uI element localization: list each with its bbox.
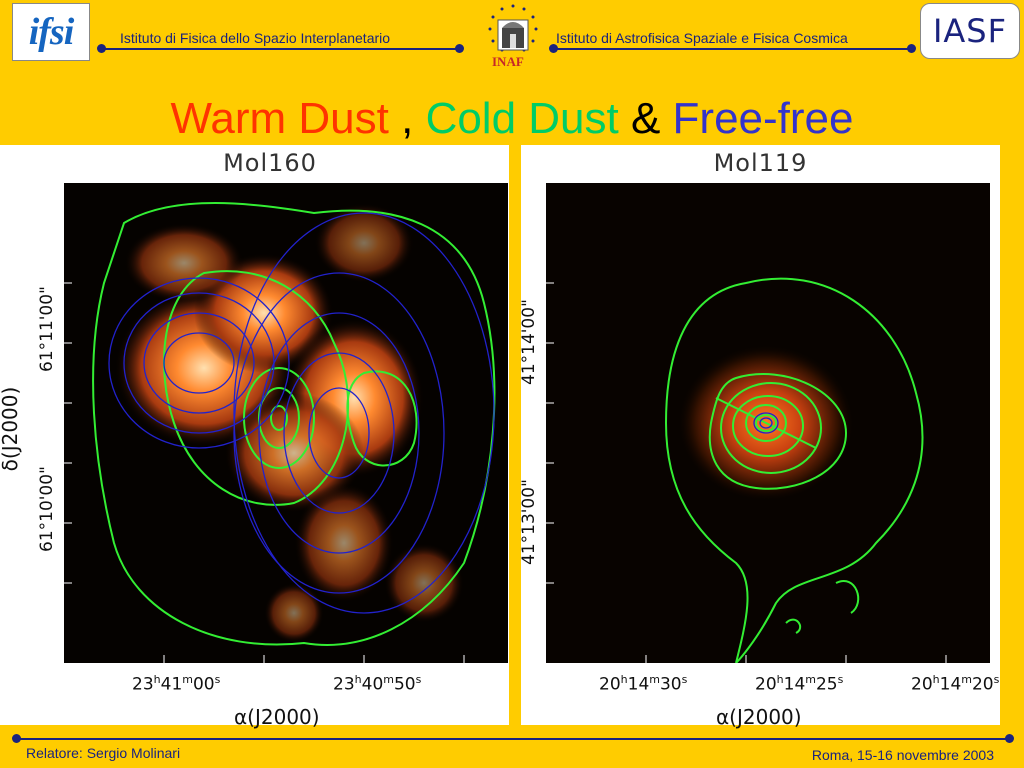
header-left-line [101,48,461,50]
inaf-logo: INAF [478,2,548,74]
header-left-dot-end [455,44,464,53]
title-free-free: Free-free [672,94,854,143]
header-right-dot-end [907,44,916,53]
header-left-label: Istituto di Fisica dello Spazio Interpla… [120,30,391,46]
iasf-logo: IASF [920,3,1020,59]
free-free-contours [108,212,495,614]
panel-title: Mol160 [223,149,317,177]
map-ticks [64,282,465,663]
cold-dust-contours [664,277,924,663]
y-tick-1: 61°11'00" [37,286,57,372]
footer-dot-end [1005,734,1014,743]
map-ticks [546,282,947,663]
map-image [546,183,990,663]
ifsi-logo-text: ifsi [28,11,75,53]
panel-mol160: Mol160 [0,145,509,729]
title-sep-1: , [388,94,426,143]
ifsi-logo: ifsi [12,3,90,61]
x-tick-2: 20h14m25s [755,673,844,695]
inaf-logo-text: INAF [492,54,524,69]
y-tick-2: 41°13'00" [519,479,539,565]
title-sep-2: & [618,94,673,143]
x-tick-2: 23h40m50s [333,673,422,695]
x-axis-label: α(J2000) [234,705,320,729]
header-right-line [553,48,913,50]
x-tick-1: 23h41m00s [132,673,221,695]
title-cold-dust: Cold Dust [425,94,619,143]
title-warm-dust: Warm Dust [170,94,389,143]
slide-title: Warm Dust , Cold Dust & Free-free [0,94,1024,144]
map-image [64,183,508,663]
y-tick-1: 41°14'00" [519,299,539,385]
header-right-label: Istituto di Astrofisica Spaziale e Fisic… [556,30,848,46]
free-free-contours [753,412,779,434]
x-tick-3: 20h14m20s [911,673,1000,695]
panel-mol119: Mol119 [519,145,1000,729]
y-axis-label: δ(J2000) [0,386,22,472]
iasf-logo-text: IASF [932,12,1008,50]
footer-speaker: Relatore: Sergio Molinari [26,745,181,761]
footer-line [16,738,1010,740]
footer-date: Roma, 15-16 novembre 2003 [811,747,994,763]
panel-title: Mol119 [713,149,808,177]
x-tick-1: 20h14m30s [599,673,688,695]
x-axis-label: α(J2000) [716,705,802,729]
y-tick-2: 61°10'00" [37,466,57,552]
